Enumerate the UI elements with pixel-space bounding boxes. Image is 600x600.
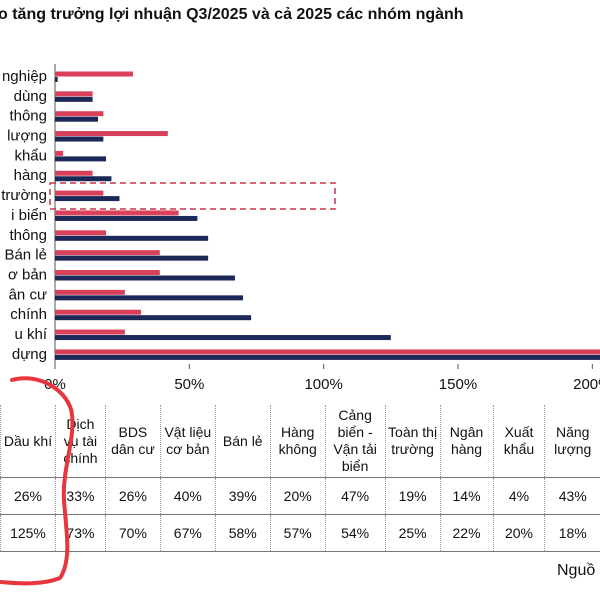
bar [55, 150, 64, 156]
table-header: Bán lẻ [214, 405, 271, 478]
y-tick-label: nghiệp [2, 68, 47, 85]
bar [55, 235, 209, 241]
y-tick-label: Bán lẻ [4, 247, 47, 264]
highlight-box [49, 182, 336, 210]
table-cell: 26% [104, 477, 161, 515]
y-tick-label: u khí [14, 326, 47, 343]
bar [55, 315, 252, 321]
x-tick-label: 100% [304, 376, 342, 393]
table-cell: 4% [492, 477, 545, 515]
y-tick-label: i biển [11, 207, 47, 224]
x-tick-label: 200% [573, 376, 600, 393]
table-cell: 70% [104, 514, 161, 552]
bar [55, 210, 179, 216]
table-cell: 20% [492, 514, 545, 552]
table-header: Xuất khẩu [492, 405, 545, 478]
table-cell: 18% [544, 514, 600, 552]
bar [55, 111, 104, 117]
bar [55, 116, 98, 122]
table-header: Ngân hàng [439, 405, 494, 478]
table-cell: 14% [439, 477, 494, 515]
bar [55, 77, 58, 82]
table-cell: 20% [269, 477, 326, 515]
chart: o tăng trưởng lợi nhuận Q3/2025 và cả 20… [0, 6, 600, 393]
bar [55, 250, 160, 256]
y-tick-label: dùng [14, 88, 47, 105]
x-tick-label: 0% [44, 376, 66, 393]
table-cell: 67% [159, 514, 216, 552]
table-header: Toàn thị trường [384, 405, 441, 478]
y-tick-label: dựng [12, 346, 47, 363]
y-tick-label: thông [9, 108, 47, 125]
bar [55, 289, 125, 295]
bar [55, 170, 93, 176]
bar [55, 215, 198, 221]
table-cell: 26% [0, 477, 56, 515]
table-header: Hàng không [269, 405, 326, 478]
bar [55, 329, 125, 335]
table-header: BDS dân cư [104, 405, 161, 478]
bar [55, 196, 120, 202]
x-tick-label: 150% [439, 376, 477, 393]
bar [55, 136, 104, 142]
bar [55, 71, 133, 77]
table-cell: 47% [324, 477, 386, 515]
y-tick-label: lượng [7, 128, 47, 145]
table-cell: 125% [0, 514, 56, 552]
bar [55, 91, 93, 97]
table-cell: 39% [214, 477, 271, 515]
source: Nguồ [557, 562, 596, 579]
bar [55, 156, 107, 162]
table-header: Cảng biển - Vận tải biển [324, 405, 386, 478]
y-tick-label: khẩu [14, 147, 47, 164]
bar [55, 131, 168, 137]
y-tick-label: chính [10, 306, 47, 323]
y-tick-label: ân cư [9, 286, 47, 303]
bar [55, 255, 209, 261]
y-tick-label: hàng [14, 167, 47, 184]
table-header: Dầu khí [0, 405, 56, 478]
bar [55, 96, 93, 102]
header-row: Dầu khí Dịch vụ tài chính BDS dân cư Vật li… [0, 405, 600, 478]
bar [55, 349, 600, 355]
chart-title: o tăng trưởng lợi nhuận Q3/2025 và cả 20… [0, 6, 464, 23]
y-tick-label: ơ bản [8, 266, 47, 283]
bar [55, 309, 141, 315]
table-cell: 57% [269, 514, 326, 552]
table-row: 125% 73% 70% 67% 58% 57% 54% 25% 22% 20% 18% [0, 514, 600, 552]
bar [55, 190, 104, 196]
table-cell: 25% [384, 514, 441, 552]
bar [55, 230, 107, 236]
bar [55, 354, 600, 360]
x-tick-label: 50% [174, 376, 204, 393]
table-header: Vật liệu cơ bản [159, 405, 216, 478]
table-row: 26% 33% 26% 40% 39% 20% 47% 19% 14% 4% 43% [0, 477, 600, 515]
table-cell: 58% [214, 514, 271, 552]
bar [55, 295, 244, 301]
bar [55, 176, 112, 182]
table-cell: 54% [324, 514, 386, 552]
table-cell: 19% [384, 477, 441, 515]
bar [55, 270, 160, 275]
table-cell: 33% [54, 477, 106, 515]
y-tick-label: trường [1, 187, 47, 204]
data-table: Dầu khí Dịch vụ tài chính BDS dân cư Vật li… [0, 405, 600, 552]
table-cell: 40% [159, 477, 216, 515]
bar [55, 275, 235, 281]
table-cell: 73% [54, 514, 106, 552]
y-tick-label: thông [9, 227, 47, 244]
table-cell: 22% [439, 514, 494, 552]
table-cell: 43% [544, 477, 600, 515]
table-header: Năng lượng [544, 405, 600, 478]
bar [55, 335, 391, 341]
table-header: Dịch vụ tài chính [54, 405, 106, 478]
